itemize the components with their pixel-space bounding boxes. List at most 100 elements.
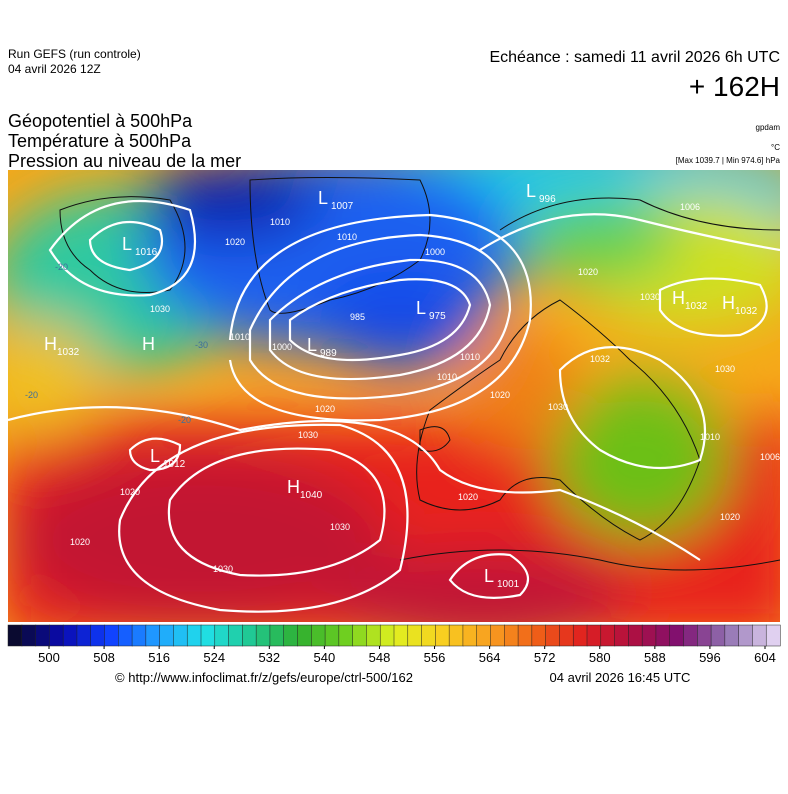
isobar-label: 1010 <box>700 432 720 442</box>
colorbar-tick-label: 588 <box>644 650 666 665</box>
isobar-label: 1010 <box>270 217 290 227</box>
colorbar-cell <box>35 624 50 647</box>
colorbar-cell <box>669 624 685 647</box>
isobar-label: 1030 <box>640 292 660 302</box>
colorbar-cell <box>393 624 409 647</box>
colorbar-cell <box>338 624 354 647</box>
colorbar-cell <box>476 624 492 647</box>
unit: °C <box>771 143 780 152</box>
isobar-label: 1006 <box>760 452 780 462</box>
colorbar-cell <box>159 624 174 647</box>
isobar-label: 1020 <box>70 537 90 547</box>
colorbar-cell <box>600 624 616 647</box>
isobar-label: 985 <box>350 312 365 322</box>
colorbar-cell <box>7 624 23 647</box>
colorbar-cell <box>738 624 753 647</box>
isobar-label: 1020 <box>458 492 478 502</box>
center-value: 989 <box>320 348 337 359</box>
colorbar-cell <box>504 624 519 647</box>
isobar-label: 1020 <box>120 487 140 497</box>
temperature-label: -20 <box>55 262 68 272</box>
colorbar-cell <box>641 624 657 647</box>
unit: [Max 1039.7 | Min 974.6] hPa <box>676 156 781 165</box>
isobar-label: 1000 <box>272 342 292 352</box>
isobar-label: 1000 <box>425 247 445 257</box>
colorbar-tick-label: 556 <box>424 650 446 665</box>
colorbar-cell <box>407 624 423 647</box>
colorbar-cell <box>49 624 64 647</box>
colorbar-cell <box>283 624 299 647</box>
colorbar-tick-label: 540 <box>314 650 336 665</box>
center-type: H <box>287 477 300 497</box>
center-value: 1001 <box>497 579 520 590</box>
isobar-label: 1030 <box>298 430 318 440</box>
center-type: H <box>142 334 155 354</box>
field: Température à 500hPa <box>8 131 192 151</box>
colorbar-cell <box>242 624 257 647</box>
center-type: L <box>318 188 328 208</box>
colorbar-cell <box>448 624 464 647</box>
center-value: 1032 <box>685 301 708 312</box>
colorbar-cell <box>297 624 312 647</box>
colorbar-cell <box>255 624 271 647</box>
colorbar-cell <box>104 624 119 647</box>
colorbar-cell <box>490 624 505 647</box>
colorbar-tick-label: 500 <box>38 650 60 665</box>
colorbar-cell <box>379 624 395 647</box>
colorbar-tick-label: 572 <box>534 650 556 665</box>
created: 04 avril 2026 16:45 UTC <box>550 670 691 685</box>
center-value: 975 <box>429 311 446 322</box>
center-type: L <box>526 181 536 201</box>
colorbar-tick-label: 580 <box>589 650 611 665</box>
colorbar-cell <box>173 624 188 647</box>
colorbar-tick-label: 532 <box>258 650 280 665</box>
colorbar-cell <box>269 624 285 647</box>
colorbar-cell <box>186 624 202 647</box>
colorbar-cell <box>697 624 712 647</box>
colorbar-cell <box>683 624 698 647</box>
colorbar-cell <box>752 624 767 647</box>
isobar-label: 1006 <box>680 202 700 212</box>
center-value: 1032 <box>735 306 758 317</box>
center-type: L <box>122 234 132 254</box>
center-type: L <box>150 446 160 466</box>
colorbar-cell <box>655 624 671 647</box>
run-date: 04 avril 2026 12Z <box>8 62 101 76</box>
colorbar-cell <box>710 624 726 647</box>
center-value: 1012 <box>163 459 186 470</box>
center-value: 996 <box>539 194 556 205</box>
isobar-label: 1030 <box>715 364 735 374</box>
center-type: H <box>44 334 57 354</box>
colorbar-cell <box>200 624 216 647</box>
colorbar-cell <box>21 624 37 647</box>
isobar-label: 1030 <box>150 304 170 314</box>
isobar-label: 1030 <box>213 564 233 574</box>
temperature-label: -20 <box>178 415 191 425</box>
field: Pression au niveau de la mer <box>8 151 241 171</box>
run: Run GEFS (run controle) <box>8 47 141 61</box>
isobar-label: 1010 <box>437 372 457 382</box>
unit: gpdam <box>756 123 781 132</box>
center-value: 1007 <box>331 201 354 212</box>
colorbar-cell <box>628 624 643 647</box>
colorbar-tick-label: 548 <box>369 650 391 665</box>
isobar-label: 1010 <box>230 332 250 342</box>
colorbar-cell <box>545 624 560 647</box>
echeance: Echéance : samedi 11 avril 2026 6h UTC <box>489 49 780 66</box>
colorbar-cell <box>62 624 78 647</box>
isobar-label: 1010 <box>460 352 480 362</box>
colorbar-cell <box>118 624 133 647</box>
isobar-label: 1020 <box>720 512 740 522</box>
colorbar-tick-label: 604 <box>754 650 776 665</box>
colorbar-cell <box>421 624 436 647</box>
lead-time: + 162H <box>689 71 780 102</box>
colorbar-cell <box>311 624 326 647</box>
colorbar-cell <box>517 624 533 647</box>
colorbar-cell <box>214 624 230 647</box>
source: © http://www.infoclimat.fr/z/gefs/europe… <box>115 670 413 685</box>
isobar-label: 1020 <box>490 390 510 400</box>
colorbar-cell <box>90 624 106 647</box>
isobar-label: 1020 <box>225 237 245 247</box>
colorbar-cell <box>572 624 588 647</box>
